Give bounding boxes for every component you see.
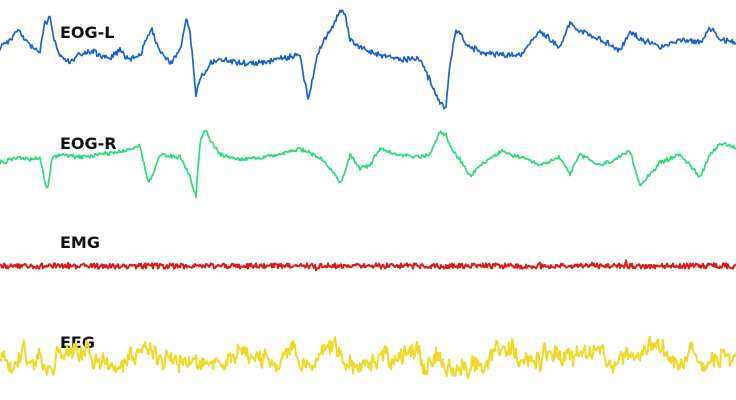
eog-l-trace [0, 9, 736, 110]
emg-trace [0, 259, 736, 272]
trace-label-eog-l: EOG-L [60, 23, 115, 42]
eeg-trace [0, 335, 736, 379]
trace-label-emg: EMG [60, 233, 100, 252]
trace-label-eog-r: EOG-R [60, 134, 117, 153]
eog-r-trace [0, 129, 736, 199]
